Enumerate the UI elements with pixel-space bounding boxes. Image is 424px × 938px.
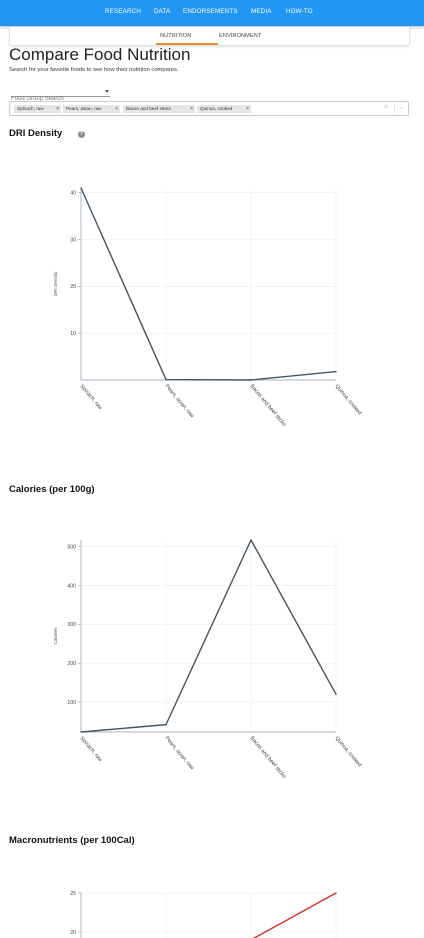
y-tick-label: 10	[70, 331, 76, 337]
nav-link-endorsements[interactable]: ENDORSEMENTS	[183, 8, 238, 15]
tab-bar: NUTRITION ENVIRONMENT	[9, 27, 410, 46]
page-title: Compare Food Nutrition	[9, 45, 191, 64]
food-chip-label: Quinoa, cooked	[200, 106, 233, 111]
chip-remove-icon[interactable]: ×	[56, 106, 59, 112]
data-point	[250, 379, 252, 381]
top-navbar: RESEARCH DATA ENDORSEMENTS MEDIA HOW-TO	[0, 0, 424, 26]
data-point	[335, 693, 337, 695]
chevron-down-icon[interactable]: ⌄	[398, 105, 404, 111]
x-tick-label: Bacon and beef sticks	[248, 735, 287, 779]
calories-heading: Calories (per 100g)	[9, 484, 95, 495]
food-group-search[interactable]	[11, 87, 110, 104]
calories-chart: 100 200 300 400 500 Spinach, raw Pears, asian,…	[53, 539, 362, 780]
series-line	[80, 539, 337, 733]
x-tick-label: Quinoa, cooked	[333, 383, 362, 416]
y-tick-label: 400	[67, 583, 76, 589]
food-chip-quinoa: Quinoa, cooked ×	[197, 105, 251, 113]
y-tick-label: 25	[70, 891, 76, 897]
food-chip-spinach: Spinach, raw ×	[14, 105, 61, 113]
food-chip-label: Spinach, raw	[17, 106, 44, 111]
y-axis-label: DRI Density	[53, 271, 58, 296]
y-tick-label: 30	[70, 237, 76, 243]
y-tick-label: 500	[67, 544, 76, 550]
dri-density-heading: DRI Density	[9, 128, 63, 139]
x-tick-label: Quinoa, cooked	[333, 735, 362, 768]
food-chip-label: Bacon and beef sticks	[126, 106, 171, 111]
data-point	[80, 731, 82, 733]
chip-remove-icon[interactable]: ×	[115, 106, 118, 112]
x-tick-label: Bacon and beef sticks	[248, 383, 287, 427]
food-multi-select[interactable]: Spinach, raw × Pears, asian, raw × Bacon…	[9, 101, 409, 116]
caret-down-icon[interactable]	[105, 90, 109, 93]
active-tab-indicator	[156, 43, 218, 45]
data-point	[335, 370, 337, 373]
y-axis-label: Calories	[53, 627, 58, 645]
nav-link-how-to[interactable]: HOW-TO	[286, 8, 313, 15]
page-subtitle: Search for your favorite foods to see ho…	[9, 67, 179, 73]
food-chip-label: Pears, asian, raw	[66, 106, 102, 111]
x-tick-label: Pears, asian, raw	[163, 735, 194, 771]
x-tick-label: Spinach, raw	[78, 735, 103, 763]
data-point	[165, 723, 167, 726]
select-separator	[394, 105, 395, 113]
y-tick-label: 20	[70, 284, 76, 290]
tab-environment[interactable]: ENVIRONMENT	[219, 33, 262, 39]
data-point	[80, 187, 82, 189]
macronutrients-heading: Macronutrients (per 100Cal)	[9, 835, 135, 846]
y-tick-label: 200	[67, 661, 76, 667]
y-tick-label: 300	[67, 622, 76, 628]
dri-density-chart: 10 20 30 40 Spinach, raw Pears, asian, raw Bac…	[53, 187, 362, 428]
x-tick-label: Spinach, raw	[78, 383, 103, 411]
chip-remove-icon[interactable]: ×	[246, 106, 249, 112]
data-point	[165, 378, 167, 381]
data-point	[250, 539, 252, 541]
y-tick-label: 20	[70, 930, 76, 936]
food-group-search-input[interactable]	[11, 94, 101, 104]
tab-nutrition[interactable]: NUTRITION	[160, 33, 192, 39]
clear-all-icon[interactable]: ×	[383, 104, 388, 111]
chip-remove-icon[interactable]: ×	[190, 106, 193, 112]
help-icon[interactable]: ?	[78, 131, 85, 138]
series-line	[252, 892, 337, 938]
food-chip-bacon: Bacon and beef sticks ×	[123, 105, 195, 113]
nav-link-data[interactable]: DATA	[154, 8, 171, 15]
series-line	[80, 187, 337, 381]
y-tick-label: 100	[67, 700, 76, 706]
nav-link-research[interactable]: RESEARCH	[105, 8, 141, 15]
y-tick-label: 40	[70, 190, 76, 196]
x-tick-label: Pears, asian, raw	[163, 383, 194, 419]
data-point	[335, 892, 337, 894]
nav-link-media[interactable]: MEDIA	[251, 8, 272, 15]
food-chip-pears: Pears, asian, raw ×	[63, 105, 120, 113]
